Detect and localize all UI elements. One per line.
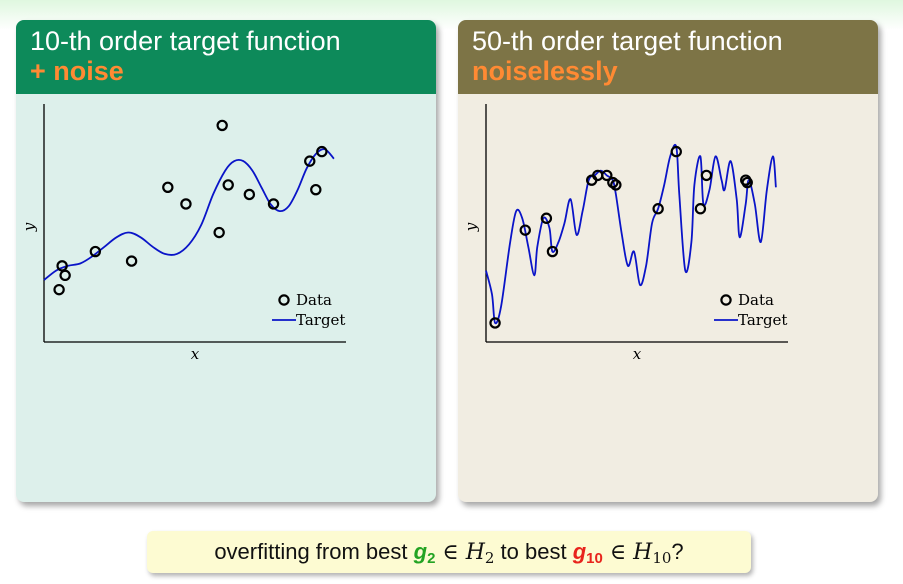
right-panel-subtitle: noiselessly: [472, 56, 618, 86]
right-panel-header: 50-th order target function noiselessly: [458, 20, 878, 94]
caption-suffix: ?: [671, 539, 684, 564]
data-point: [216, 119, 228, 132]
target-line: [43, 148, 335, 281]
legend-target-label: Target: [296, 311, 345, 329]
y-axis-label: y: [462, 222, 480, 232]
legend-data-marker: [720, 294, 732, 306]
caption-box: overfitting from best g2 ∈ H2 to best g1…: [147, 531, 751, 573]
caption-in-symbol-1: ∈: [435, 540, 466, 565]
chart-left: x y Data Target: [20, 104, 346, 363]
data-point: [56, 260, 68, 272]
data-point: [213, 226, 225, 239]
data-point: [267, 198, 280, 210]
data-point: [546, 245, 559, 258]
x-axis-label: x: [191, 345, 200, 363]
data-point: [89, 245, 102, 258]
data-point: [540, 212, 553, 224]
data-point: [59, 269, 71, 282]
right-panel: 50-th order target function noiselessly …: [458, 20, 878, 502]
left-panel-title: 10-th order target function: [30, 26, 341, 56]
left-panel: 10-th order target function + noise x y Da…: [16, 20, 436, 502]
chart-right: x y Data Target: [462, 104, 788, 363]
legend-target-label: Target: [738, 311, 787, 329]
data-point: [519, 224, 531, 236]
data-point: [601, 169, 613, 182]
legend-data-label: Data: [738, 291, 774, 309]
caption-g10: g10: [572, 539, 603, 567]
x-axis-label: x: [633, 345, 642, 363]
caption-middle: to best: [494, 539, 573, 564]
data-point: [180, 198, 192, 210]
caption-in-symbol-2: ∈: [602, 540, 634, 565]
data-point: [243, 188, 256, 201]
data-point: [53, 283, 65, 296]
data-point: [694, 203, 707, 215]
left-panel-subtitle: + noise: [30, 56, 124, 86]
data-point: [652, 203, 664, 215]
left-panel-header: 10-th order target function + noise: [16, 20, 436, 94]
data-point: [310, 183, 322, 196]
data-point: [316, 145, 328, 158]
data-point: [304, 155, 316, 167]
data-point: [670, 145, 682, 158]
data-point: [741, 176, 753, 189]
right-panel-title: 50-th order target function: [472, 26, 783, 56]
y-axis-label: y: [20, 222, 38, 232]
data-point: [162, 181, 174, 194]
target-line: [485, 143, 777, 325]
data-point: [222, 179, 234, 191]
data-point: [489, 317, 501, 329]
legend-data-marker: [278, 294, 290, 306]
caption-prefix: overfitting from best: [214, 539, 414, 564]
data-point: [610, 179, 622, 191]
data-point: [125, 255, 138, 267]
caption-g2: g2: [413, 539, 436, 567]
legend-data-label: Data: [296, 291, 332, 309]
caption-H10: H10: [633, 540, 672, 567]
caption-H2: H2: [465, 540, 495, 567]
data-point: [700, 169, 713, 182]
